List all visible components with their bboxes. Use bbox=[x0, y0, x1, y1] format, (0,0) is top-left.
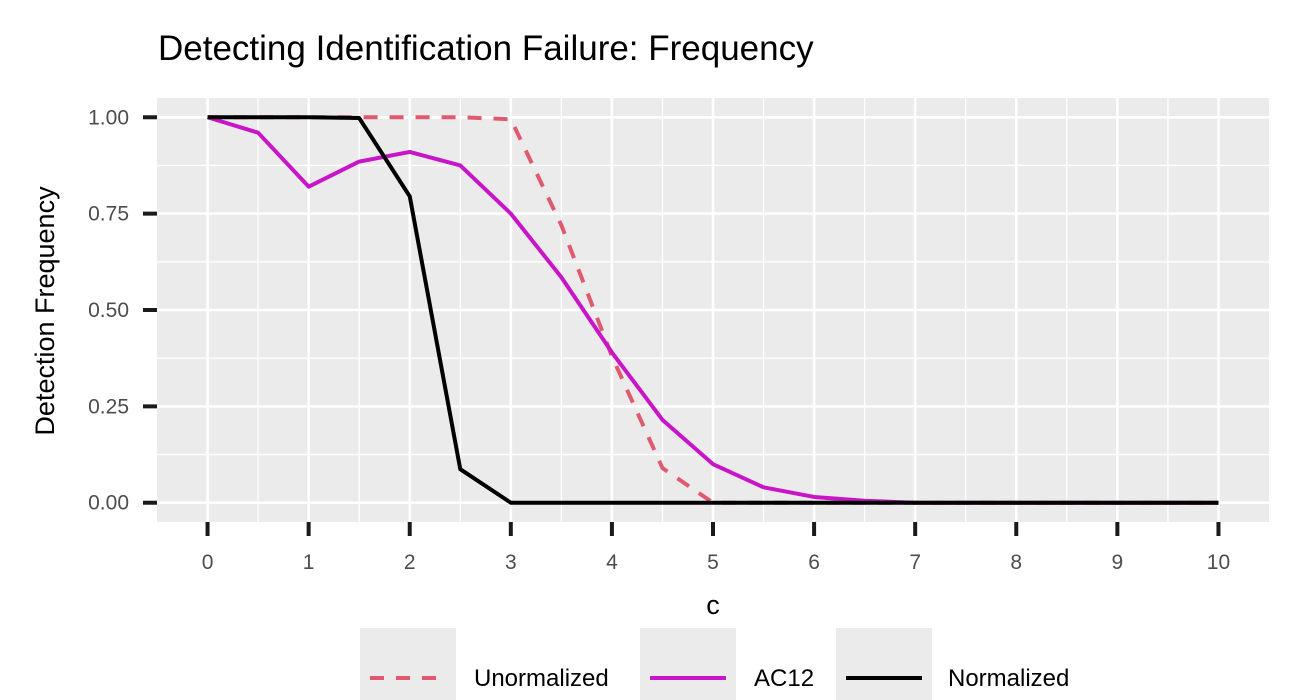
series-lines bbox=[206, 115, 1219, 505]
x-tick-label: 3 bbox=[505, 551, 517, 574]
x-tick-label: 7 bbox=[909, 551, 921, 574]
x-tick-label: 0 bbox=[202, 551, 214, 574]
legend-key-ac12 bbox=[640, 628, 736, 700]
x-tick-label: 1 bbox=[303, 551, 315, 574]
y-tick-label: 0.00 bbox=[88, 492, 129, 515]
y-tick-label: 0.25 bbox=[88, 395, 129, 418]
x-tick-label: 10 bbox=[1207, 551, 1230, 574]
series-line-unormalized bbox=[207, 115, 1219, 505]
y-tick-label: 0.75 bbox=[88, 203, 129, 226]
chart-title: Detecting Identification Failure: Freque… bbox=[158, 29, 814, 68]
legend-label-normalized: Normalized bbox=[948, 665, 1069, 692]
legend-label-ac12: AC12 bbox=[754, 665, 814, 692]
x-axis-title: c bbox=[706, 590, 720, 620]
x-tick-label: 9 bbox=[1112, 551, 1124, 574]
y-tick-label: 1.00 bbox=[88, 106, 129, 129]
x-axis: 0 1 2 3 4 5 6 7 8 9 10 bbox=[202, 522, 1230, 574]
legend-key-normalized bbox=[836, 628, 932, 700]
y-axis-title: Detection Frequency bbox=[30, 186, 60, 436]
y-axis: 0.00 0.25 0.50 0.75 1.00 bbox=[88, 106, 157, 515]
legend: Unormalized AC12 Normalized bbox=[360, 628, 1069, 700]
series-line-normalized bbox=[207, 115, 1219, 505]
x-tick-label: 2 bbox=[404, 551, 416, 574]
legend-key-unormalized bbox=[360, 628, 456, 700]
x-tick-label: 8 bbox=[1010, 551, 1022, 574]
y-tick-label: 0.50 bbox=[88, 299, 129, 322]
x-tick-label: 4 bbox=[606, 551, 618, 574]
legend-label-unormalized: Unormalized bbox=[474, 665, 609, 692]
x-tick-label: 6 bbox=[808, 551, 820, 574]
x-tick-label: 5 bbox=[707, 551, 719, 574]
